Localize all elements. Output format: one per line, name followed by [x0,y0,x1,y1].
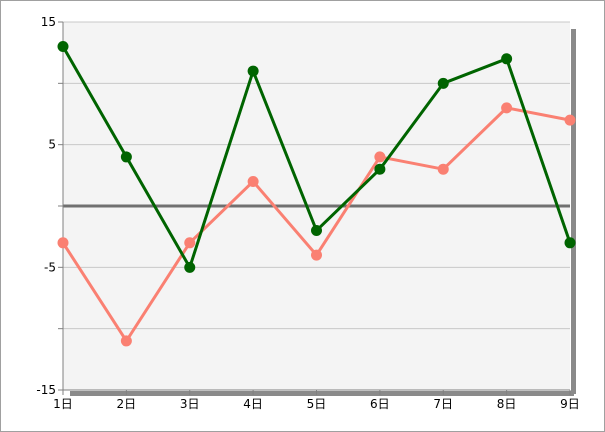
x-tick-label: 5日 [307,397,327,411]
plot-shadow-bottom [70,391,574,396]
x-tick-label: 2日 [117,397,137,411]
data-point [311,225,322,237]
gridlines [63,21,570,330]
x-tick-label: 7日 [433,397,453,411]
series-2 [57,102,576,347]
series-layer [57,41,576,347]
plot-shadow-right [571,29,576,394]
data-point [564,237,576,249]
data-point [564,114,576,126]
x-tick-label: 1日 [53,397,73,411]
axes [58,21,571,395]
x-tick-label: 6日 [370,397,390,411]
data-point [184,261,196,273]
x-tick-label: 4日 [243,397,263,411]
plot-shadow [70,29,576,396]
data-point [247,65,259,77]
x-tick-label: 8日 [497,397,517,411]
tick-labels: -15 -5 5 15 1日 2日 3日 4日 5日 6日 7日 8日 9日 [36,15,579,411]
y-tick-label: 5 [48,138,56,152]
data-point [311,249,322,261]
x-tick-label: 3日 [180,397,200,411]
data-point [501,53,513,65]
data-point [374,151,386,163]
data-point [57,41,69,53]
data-point [437,163,449,175]
data-point [374,163,386,175]
y-tick-label: 15 [41,15,56,29]
y-tick-label: -5 [44,260,56,274]
y-tick-label: -15 [36,383,56,397]
x-tick-label: 9日 [560,397,580,411]
series-1 [57,41,576,273]
data-point [120,335,132,347]
data-point [57,237,69,249]
data-point [437,77,449,89]
data-point [120,151,132,163]
data-point [247,175,259,187]
data-point [184,237,196,249]
data-point [501,102,513,114]
